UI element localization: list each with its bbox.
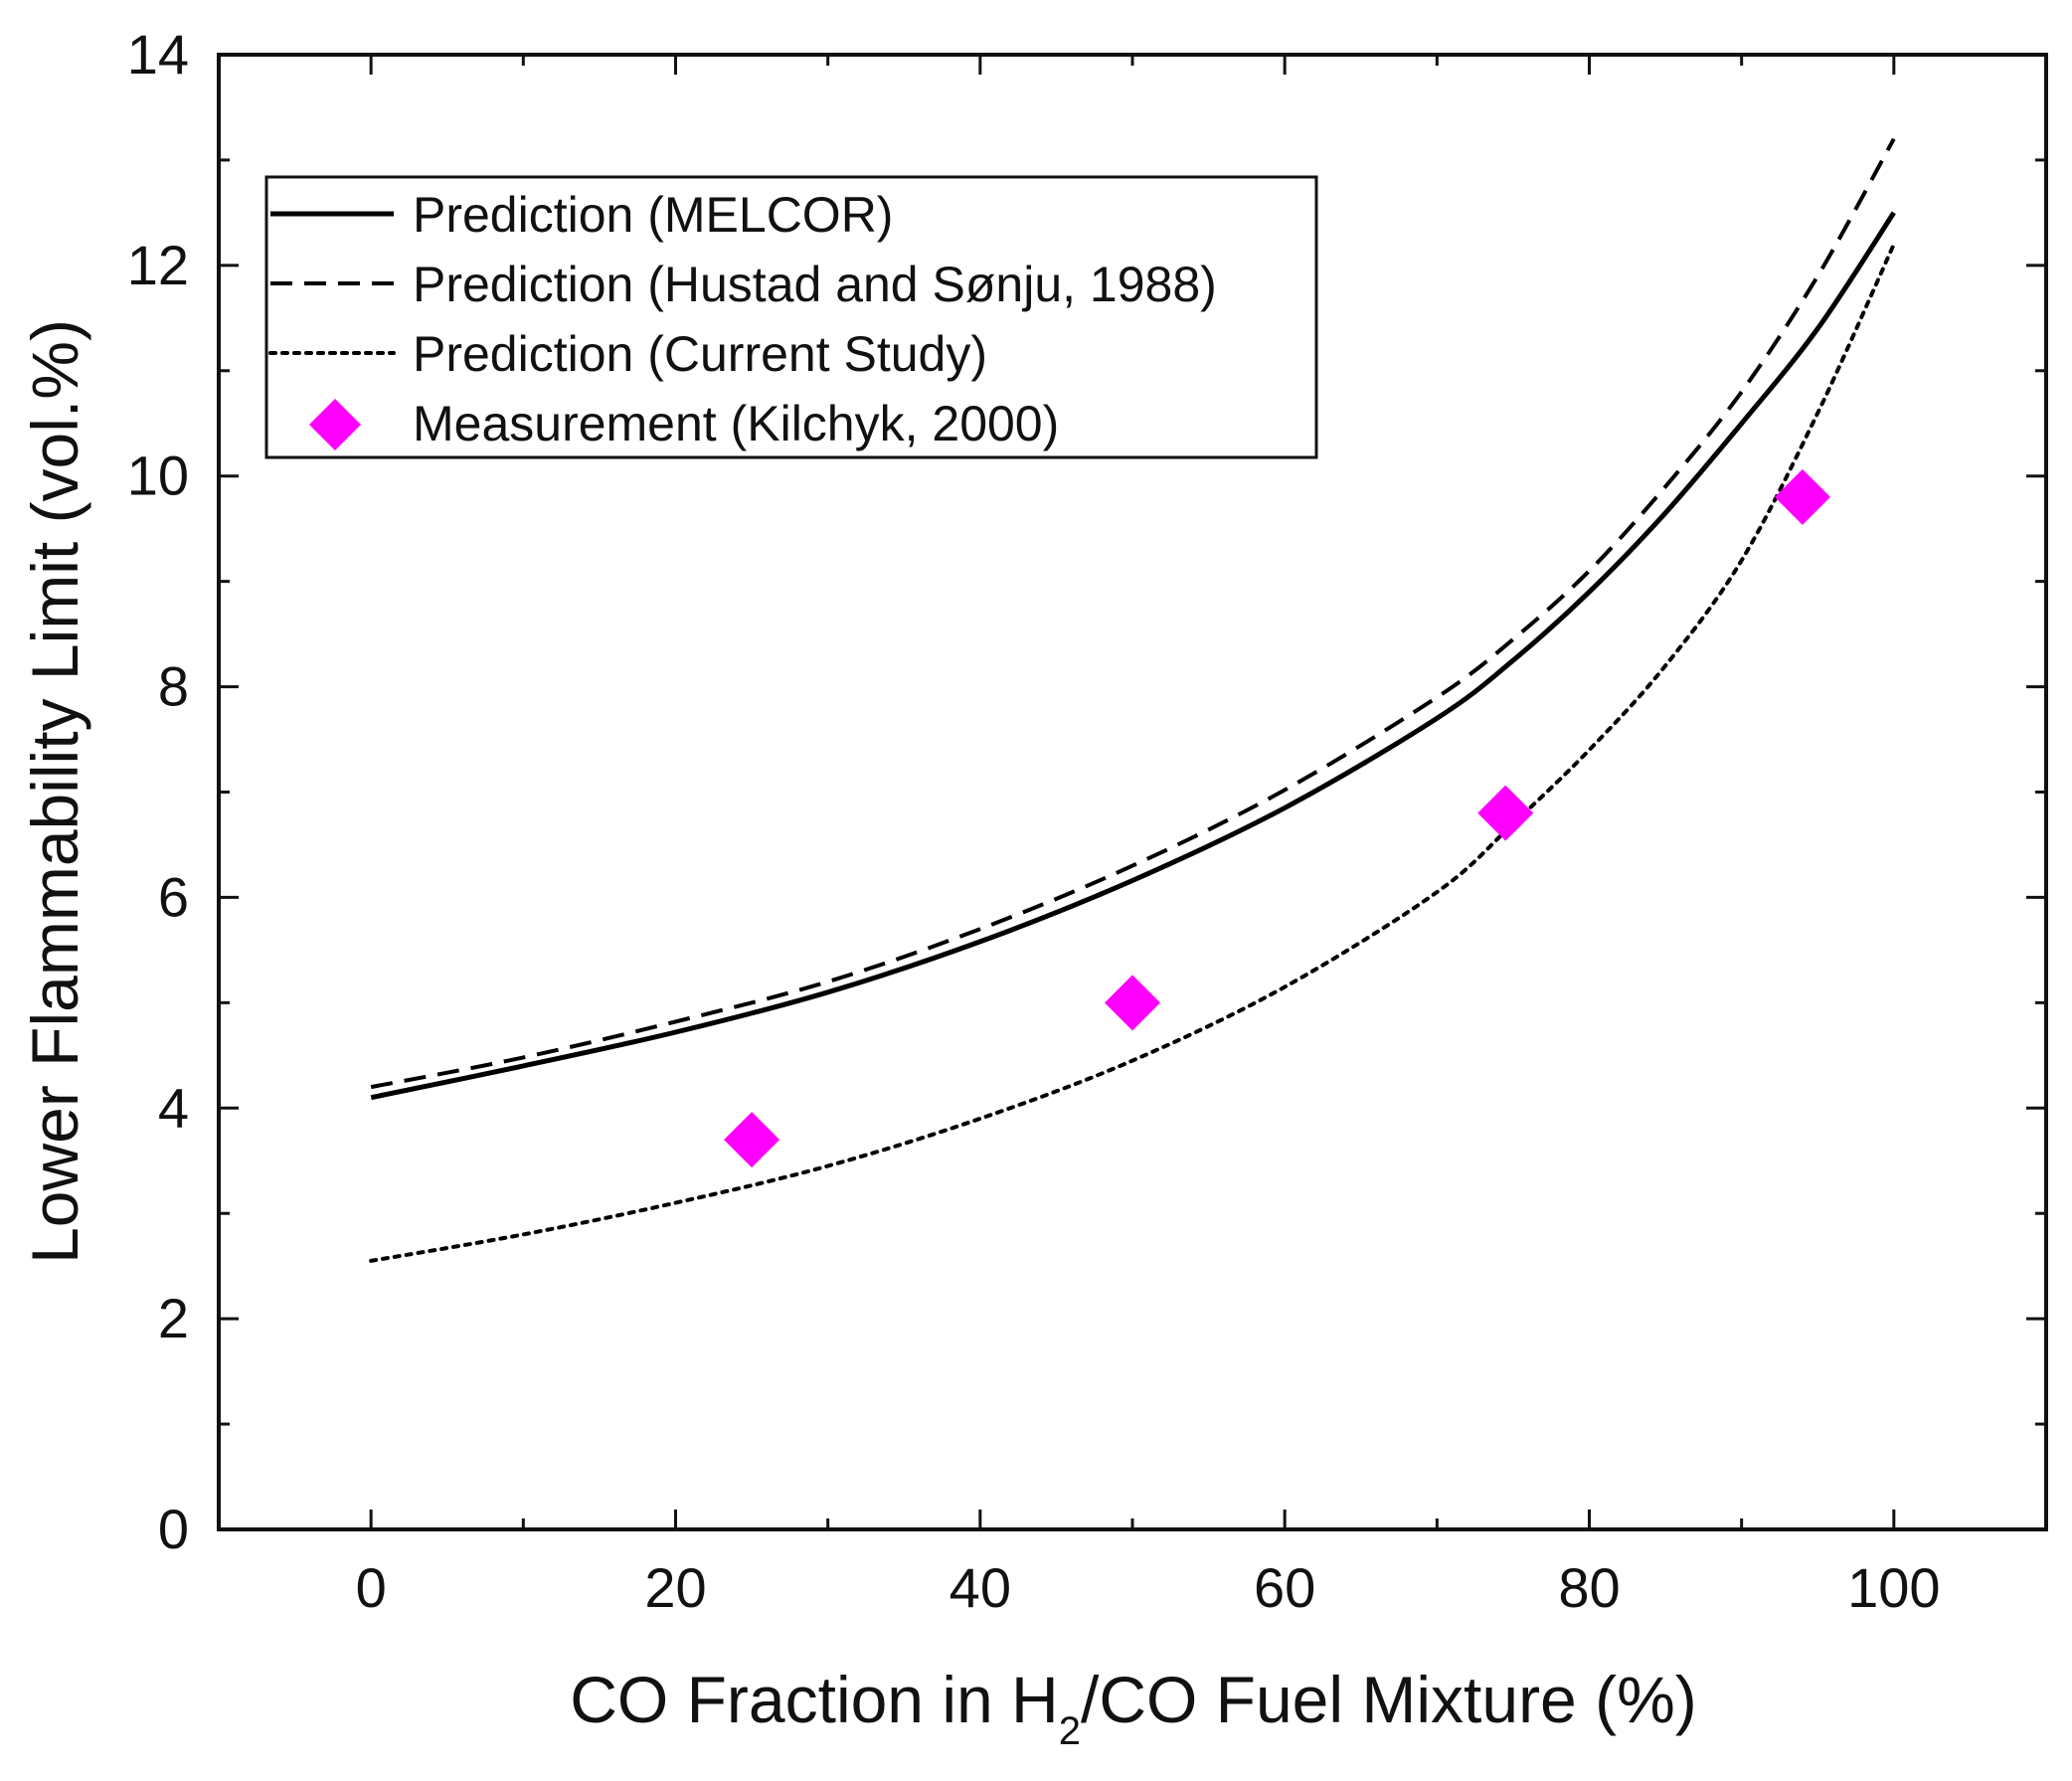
y-tick-label: 12: [127, 234, 189, 296]
measurement-point: [1774, 468, 1830, 525]
series-line-solid: [370, 211, 1896, 1101]
series-line-dotted: [369, 242, 1896, 1263]
y-axis-title: Lower Flammability Limit (vol.%): [18, 319, 91, 1264]
series-line-dashed: [370, 137, 1896, 1090]
x-axis-title: CO Fraction in H2/CO Fuel Mixture (%): [570, 1663, 1696, 1753]
x-tick-label: 60: [1254, 1556, 1315, 1619]
y-tick-label: 14: [127, 23, 189, 86]
tick-layer: 0 20 40 60 80 100 0 2 4 6 8 10 12 14: [127, 23, 2048, 1619]
y-tick-label: 4: [158, 1076, 189, 1139]
measurement-point: [1477, 785, 1534, 841]
y-tick-label: 0: [158, 1498, 189, 1560]
legend-label: Prediction (MELCOR): [413, 187, 893, 243]
y-tick-label: 2: [158, 1287, 189, 1349]
legend-label: Measurement (Kilchyk, 2000): [413, 396, 1059, 451]
x-tick-label: 80: [1558, 1556, 1620, 1619]
x-tick-label: 100: [1847, 1556, 1940, 1619]
y-tick-label: 10: [127, 445, 189, 507]
x-tick-label: 0: [356, 1556, 387, 1619]
measurement-point: [724, 1112, 780, 1168]
measurement-point: [1105, 975, 1160, 1031]
y-tick-label: 6: [158, 865, 189, 928]
legend-marker-diamond: [309, 399, 361, 450]
x-tick-label: 40: [950, 1556, 1011, 1619]
legend-label: Prediction (Hustad and Sønju, 1988): [413, 257, 1217, 312]
legend-label: Prediction (Current Study): [413, 326, 987, 382]
legend-box: [264, 175, 1318, 459]
x-tick-label: 20: [644, 1556, 706, 1619]
plot-layer: [369, 137, 1896, 1263]
y-tick-label: 8: [158, 655, 189, 718]
legend: Prediction (MELCOR) Prediction (Hustad an…: [264, 175, 1318, 459]
